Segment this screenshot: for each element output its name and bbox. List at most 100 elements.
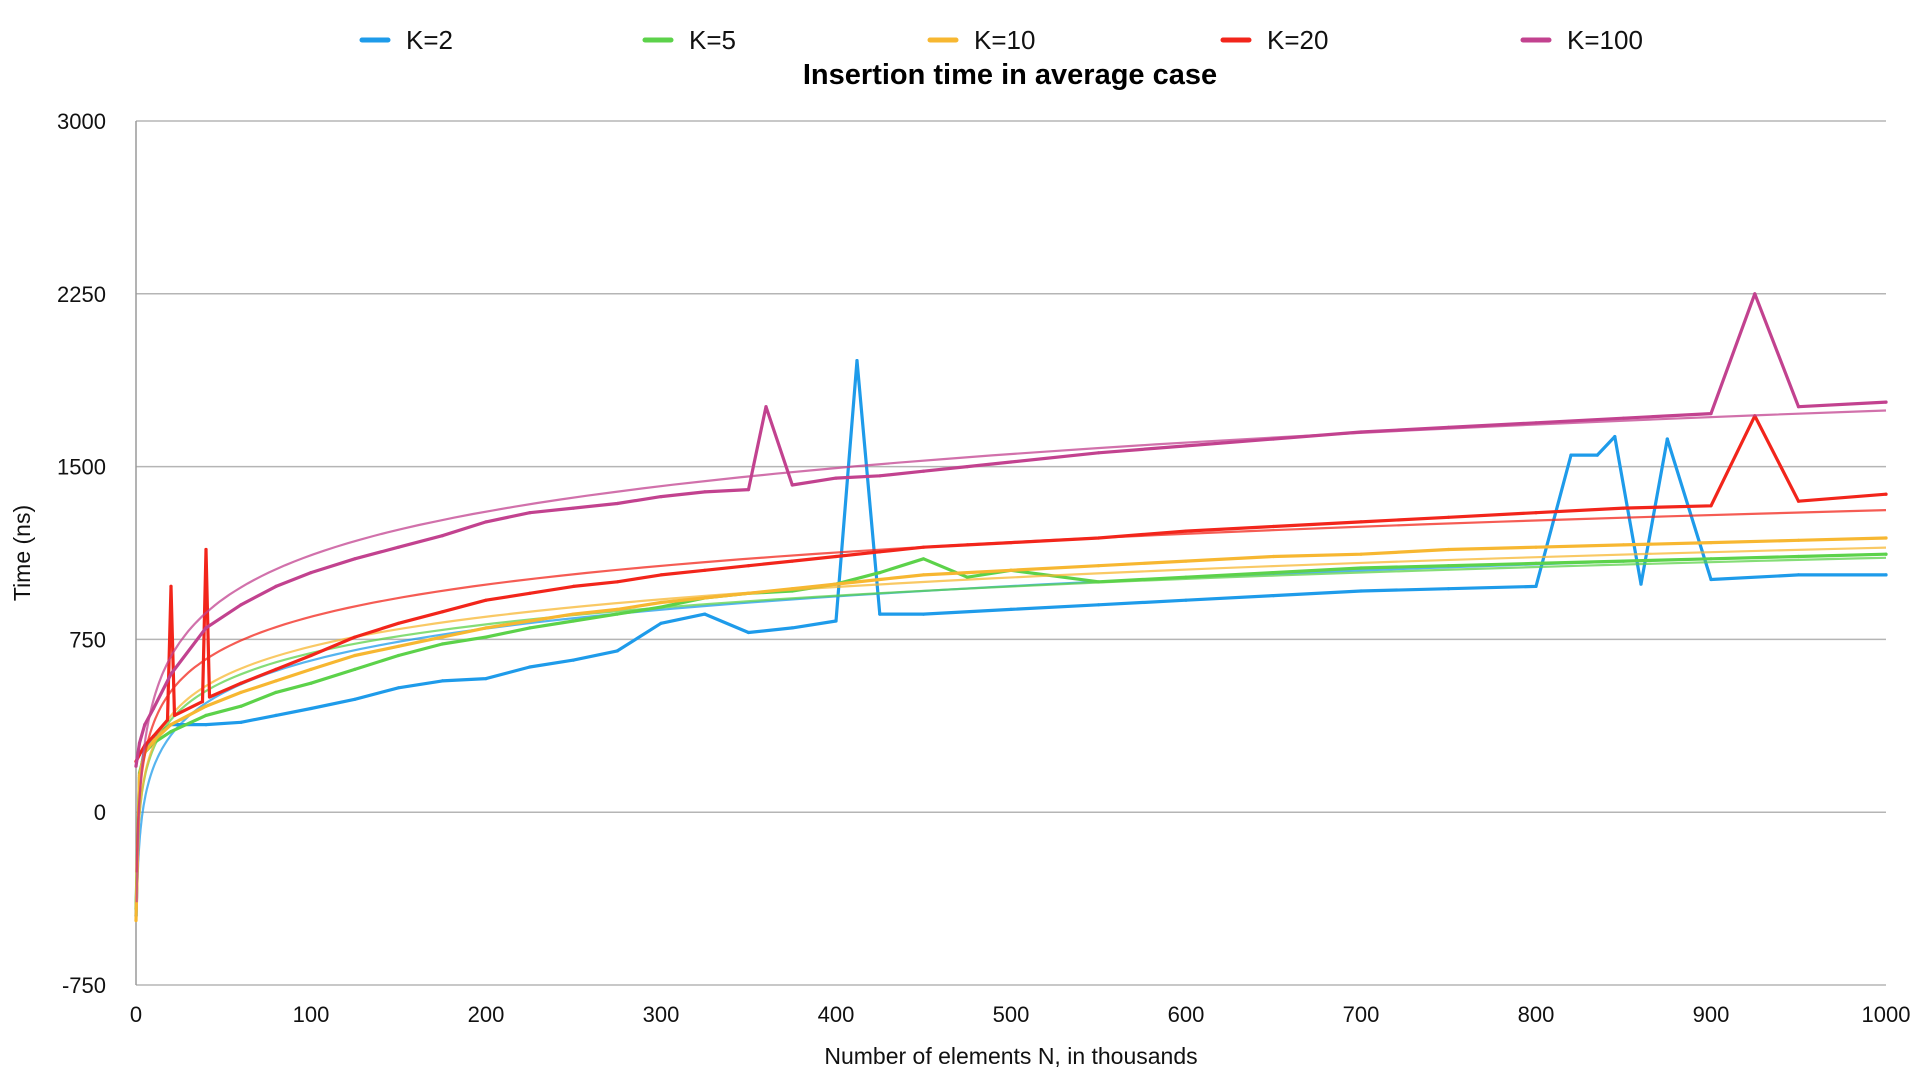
data-point bbox=[571, 584, 576, 589]
data-point bbox=[151, 706, 156, 711]
data-point bbox=[965, 465, 969, 469]
legend-label: K=2 bbox=[406, 25, 453, 55]
data-point bbox=[921, 469, 926, 473]
data-point bbox=[165, 718, 170, 722]
data-point bbox=[1009, 568, 1013, 572]
data-point bbox=[834, 582, 838, 586]
data-point bbox=[1639, 582, 1643, 586]
data-point bbox=[878, 612, 882, 616]
series-K=10 bbox=[134, 536, 1888, 923]
data-point bbox=[1009, 460, 1013, 464]
data-point bbox=[878, 571, 882, 575]
data-point bbox=[703, 612, 707, 616]
data-point bbox=[1884, 400, 1888, 404]
series-K=5 bbox=[134, 552, 1888, 911]
data-point bbox=[137, 741, 142, 745]
legend: K=2 K=5 K=10 K=20 K=100 bbox=[359, 25, 1643, 55]
data-point bbox=[703, 568, 707, 572]
data-point bbox=[1613, 435, 1617, 439]
legend-item: K=5 bbox=[642, 25, 736, 55]
data-point bbox=[396, 686, 401, 690]
data-point bbox=[921, 557, 926, 561]
data-point bbox=[1184, 529, 1188, 533]
data-point bbox=[965, 575, 969, 579]
legend-label: K=100 bbox=[1567, 25, 1643, 55]
x-tick-label: 600 bbox=[1168, 1002, 1205, 1027]
data-point bbox=[204, 713, 208, 718]
data-point bbox=[309, 571, 313, 575]
data-point bbox=[484, 598, 488, 602]
data-point bbox=[878, 550, 882, 554]
data-point bbox=[1446, 587, 1451, 591]
data-point bbox=[440, 642, 444, 646]
data-point bbox=[528, 665, 532, 669]
series-line-K=5 bbox=[134, 552, 1888, 911]
data-point bbox=[834, 619, 838, 623]
data-point bbox=[440, 635, 444, 639]
data-point bbox=[1271, 437, 1276, 441]
data-point bbox=[484, 635, 488, 639]
y-tick-label: 3000 bbox=[57, 109, 106, 134]
data-point bbox=[1446, 425, 1451, 429]
data-point bbox=[1534, 421, 1538, 425]
data-point bbox=[1796, 405, 1801, 409]
legend-item: K=2 bbox=[359, 25, 453, 55]
data-point bbox=[440, 610, 444, 614]
data-point bbox=[309, 681, 313, 685]
legend-item: K=10 bbox=[927, 25, 1035, 55]
legend-item: K=100 bbox=[1520, 25, 1643, 55]
data-point bbox=[353, 653, 357, 658]
data-point bbox=[353, 635, 357, 639]
x-tick-label: 700 bbox=[1343, 1002, 1380, 1027]
y-tick-label: 2250 bbox=[57, 282, 106, 307]
data-point bbox=[834, 554, 838, 559]
data-point bbox=[1096, 536, 1101, 540]
x-tick-label: 1000 bbox=[1862, 1002, 1911, 1027]
data-point bbox=[1621, 506, 1626, 510]
data-point bbox=[1096, 564, 1101, 568]
data-point bbox=[151, 734, 156, 738]
x-tick-label: 800 bbox=[1518, 1002, 1555, 1027]
data-point bbox=[746, 488, 751, 492]
data-point bbox=[1595, 453, 1599, 457]
data-point bbox=[659, 605, 663, 609]
data-point bbox=[790, 559, 794, 563]
data-point bbox=[528, 591, 532, 595]
x-tick-label: 400 bbox=[818, 1002, 855, 1027]
data-point bbox=[440, 534, 444, 538]
data-point bbox=[207, 695, 212, 699]
data-point bbox=[1446, 564, 1451, 568]
data-point bbox=[764, 405, 768, 409]
data-point bbox=[143, 723, 147, 727]
data-point bbox=[1534, 545, 1538, 549]
data-point bbox=[1569, 453, 1573, 457]
data-point bbox=[571, 612, 576, 616]
x-tick-label: 300 bbox=[643, 1002, 680, 1027]
data-point bbox=[484, 520, 488, 524]
data-point bbox=[1534, 561, 1538, 566]
trendline-K=5 bbox=[135, 556, 1887, 882]
data-point bbox=[396, 644, 401, 648]
data-point bbox=[396, 653, 401, 658]
data-point bbox=[1009, 541, 1013, 545]
data-point bbox=[134, 764, 138, 768]
data-point bbox=[353, 557, 357, 561]
y-tick-label: -750 bbox=[62, 973, 106, 998]
data-point bbox=[746, 591, 751, 595]
data-point bbox=[965, 571, 969, 575]
data-point bbox=[169, 723, 173, 727]
data-point bbox=[1796, 499, 1801, 503]
data-point bbox=[855, 359, 859, 363]
data-point bbox=[528, 626, 532, 630]
data-point bbox=[1359, 589, 1363, 593]
data-point bbox=[396, 621, 401, 625]
data-point bbox=[274, 679, 278, 683]
data-point bbox=[1359, 520, 1363, 524]
data-point bbox=[353, 667, 357, 672]
data-point bbox=[1709, 541, 1713, 545]
data-point bbox=[528, 511, 532, 515]
data-point bbox=[571, 619, 576, 623]
data-point bbox=[239, 603, 243, 607]
data-point bbox=[790, 626, 794, 630]
